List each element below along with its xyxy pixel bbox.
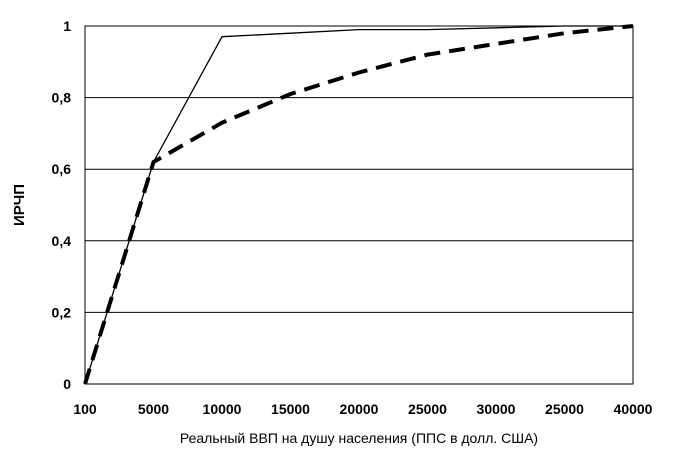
x-tick-label: 10000	[203, 401, 242, 417]
x-tick-label: 25000	[408, 401, 447, 417]
x-axis-title: Реальный ВВП на душу населения (ППС в до…	[180, 430, 538, 446]
series-line-dashed	[83, 24, 634, 385]
x-tick-label: 100	[73, 401, 97, 417]
y-tick-label: 0,8	[52, 90, 72, 106]
x-tick-label: 25000	[545, 401, 584, 417]
y-tick-label: 0,2	[52, 304, 72, 320]
y-tick-label: 0,6	[52, 161, 72, 177]
grid-lines	[85, 97, 633, 313]
y-tick-label: 0	[63, 376, 71, 392]
y-tick-labels: 0 0,2 0,4 0,6 0,8 1	[52, 18, 72, 392]
series-layer	[83, 24, 634, 385]
y-tick-label: 0,4	[52, 233, 72, 249]
x-tick-label: 40000	[614, 401, 653, 417]
series-line-solid	[84, 25, 633, 385]
x-tick-label: 30000	[477, 401, 516, 417]
y-axis-title: ИРЧП	[11, 184, 28, 226]
plot-area-frame	[84, 25, 634, 385]
x-tick-label: 20000	[340, 401, 379, 417]
y-tick-label: 1	[63, 18, 71, 34]
x-tick-label: 15000	[271, 401, 310, 417]
x-tick-label: 5000	[138, 401, 169, 417]
x-tick-labels: 100 5000 10000 15000 20000 25000 30000 25000 400…	[73, 401, 652, 417]
